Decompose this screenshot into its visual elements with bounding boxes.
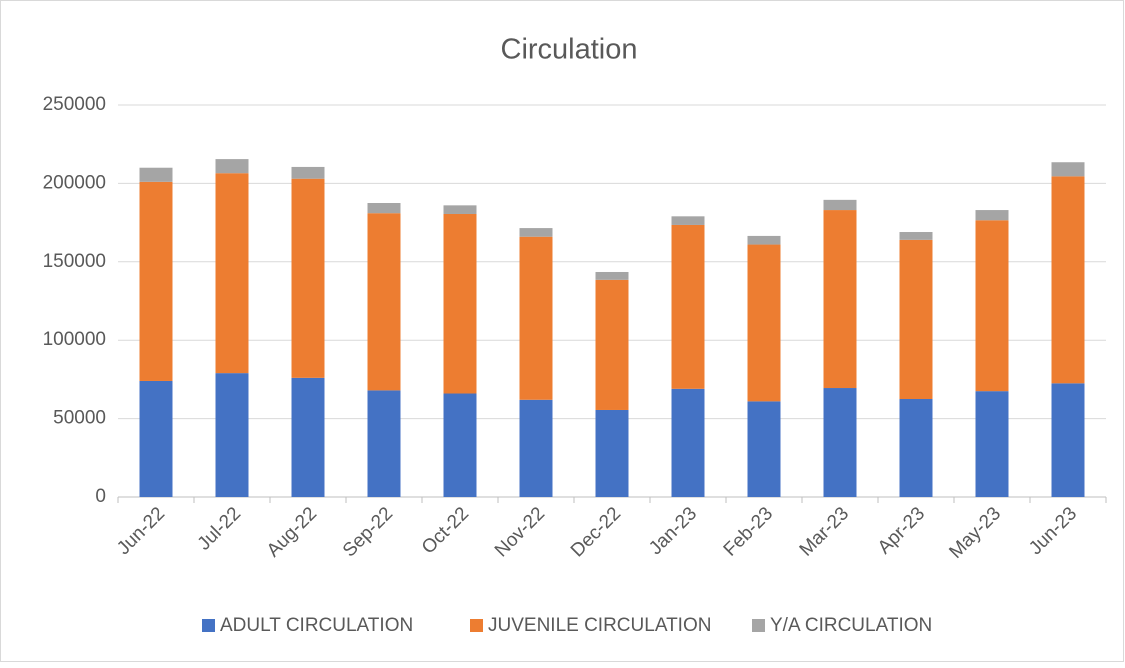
bar-segment xyxy=(367,213,401,391)
bar-segment xyxy=(291,166,325,179)
y-tick-label: 100000 xyxy=(43,329,106,350)
y-tick-label: 150000 xyxy=(43,251,106,272)
bar-segment xyxy=(1051,383,1085,497)
bar-segment xyxy=(139,181,173,381)
legend-swatch xyxy=(470,619,483,632)
bar-segment xyxy=(747,401,781,497)
legend-swatch xyxy=(202,619,215,632)
bar-segment xyxy=(1051,162,1085,177)
legend-label: ADULT CIRCULATION xyxy=(220,615,413,636)
bar-segment xyxy=(671,216,705,225)
bar-segment xyxy=(671,224,705,389)
bar-segment xyxy=(595,409,629,497)
legend-label: Y/A CIRCULATION xyxy=(770,615,932,636)
chart-title: Circulation xyxy=(501,34,638,66)
bar-segment xyxy=(519,236,553,400)
bar-segment xyxy=(899,399,933,497)
bar-segment xyxy=(139,167,173,182)
bar-segment xyxy=(215,373,249,497)
bar-segment xyxy=(899,232,933,240)
y-tick-label: 0 xyxy=(95,486,106,507)
bar-segment xyxy=(139,380,173,497)
y-tick-label: 50000 xyxy=(53,408,106,429)
bar-segment xyxy=(443,205,477,214)
bar-segment xyxy=(519,228,553,237)
bar-segment xyxy=(747,244,781,402)
bar-segment xyxy=(443,213,477,394)
bar-segment xyxy=(747,235,781,245)
bar-segment xyxy=(291,377,325,497)
legend-swatch xyxy=(752,619,765,632)
bar-segment xyxy=(823,210,857,389)
bar-segment xyxy=(823,199,857,211)
bar-segment xyxy=(975,391,1009,497)
y-tick-label: 250000 xyxy=(43,94,106,115)
bar-segment xyxy=(519,399,553,497)
bar-segment xyxy=(595,271,629,280)
bar-segment xyxy=(367,390,401,497)
bar-segment xyxy=(1051,176,1085,384)
bar-segment xyxy=(595,279,629,410)
bar-segment xyxy=(443,393,477,497)
legend-label: JUVENILE CIRCULATION xyxy=(488,615,711,636)
y-tick-label: 200000 xyxy=(43,172,106,193)
bar-segment xyxy=(899,239,933,399)
bar-segment xyxy=(215,173,249,374)
bar-segment xyxy=(823,388,857,497)
bar-segment xyxy=(215,159,249,174)
bar-segment xyxy=(367,203,401,214)
bar-segment xyxy=(975,210,1009,221)
bar-segment xyxy=(291,178,325,378)
bar-segment xyxy=(671,388,705,497)
bar-segment xyxy=(975,220,1009,392)
